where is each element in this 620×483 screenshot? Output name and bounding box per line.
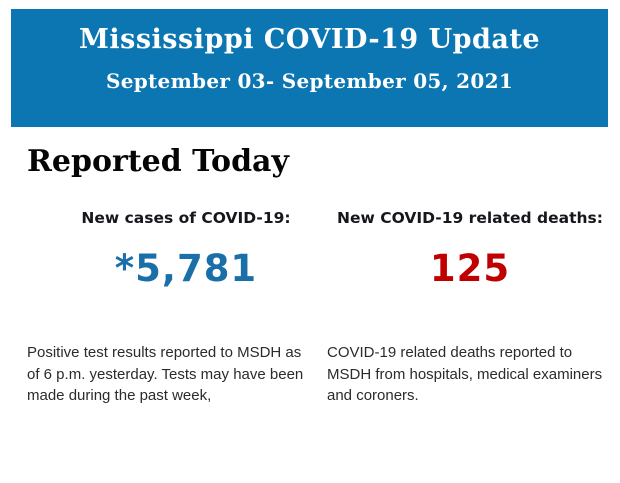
date-range: September 03- September 05, 2021 [105,69,514,93]
stat-new-cases: New cases of COVID-19: *5,781 [0,208,310,290]
header-banner: Mississippi COVID-19 Update September 03… [11,9,608,127]
stat-new-deaths: New COVID-19 related deaths: 125 [310,208,620,290]
new-deaths-label: New COVID-19 related deaths: [337,209,603,227]
new-deaths-value: 125 [429,247,511,290]
page-title: Mississippi COVID-19 Update [78,24,541,55]
new-cases-value: *5,781 [114,247,258,290]
report-section: Reported Today New cases of COVID-19: *5… [0,127,620,407]
descriptions-row: Positive test results reported to MSDH a… [0,342,620,407]
new-deaths-description: COVID-19 related deaths reported to MSDH… [327,344,603,404]
new-cases-description: Positive test results reported to MSDH a… [27,344,304,404]
new-cases-label: New cases of COVID-19: [81,209,291,227]
stats-row: New cases of COVID-19: *5,781 New COVID-… [0,208,620,290]
section-heading: Reported Today [27,144,289,179]
